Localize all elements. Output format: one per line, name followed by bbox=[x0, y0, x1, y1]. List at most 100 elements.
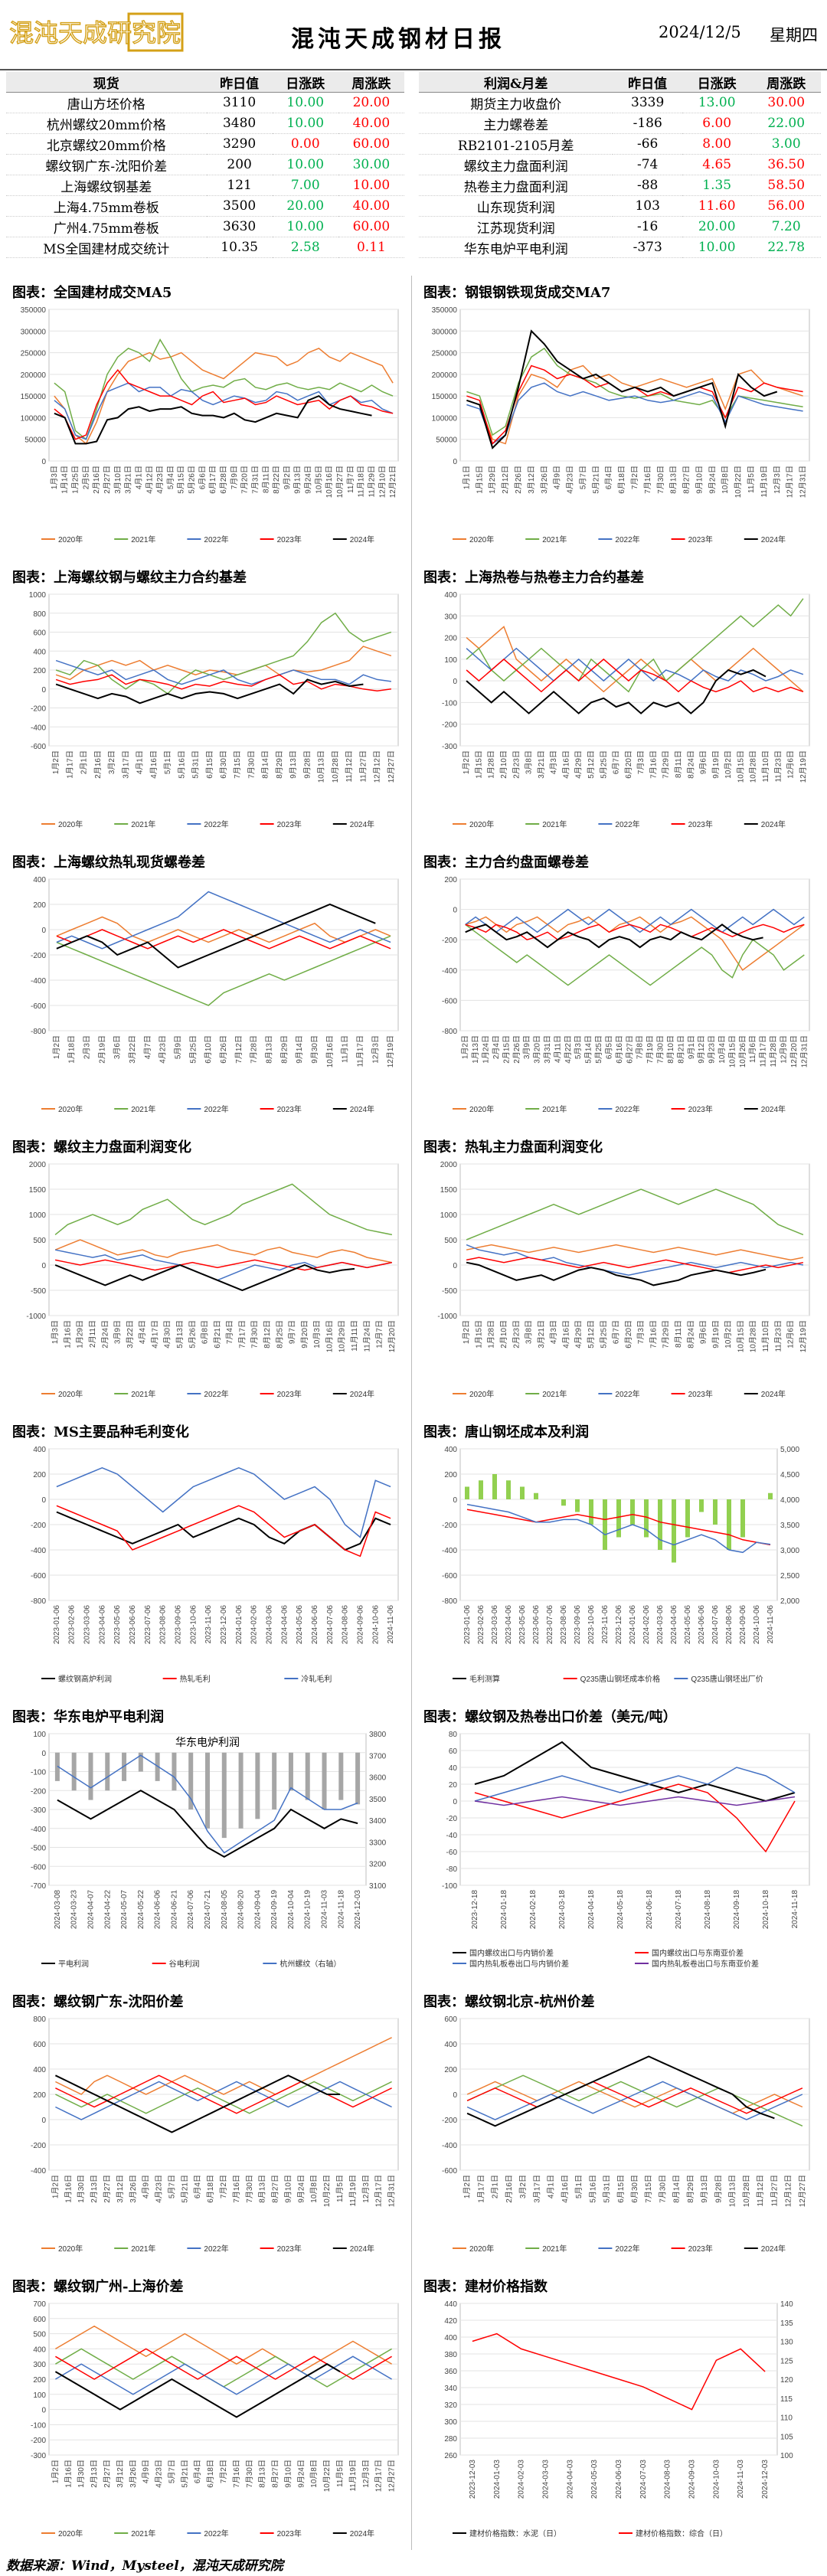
bar-mark bbox=[534, 1492, 538, 1499]
series-line bbox=[55, 612, 392, 695]
legend-label: 2020年 bbox=[58, 534, 83, 544]
x-tick-label: 3月26日 bbox=[129, 2175, 138, 2203]
x-tick-label: 7月20日 bbox=[240, 466, 250, 494]
profit-table-row: RB2101-2105月差 -66 8.00 3.00 bbox=[419, 133, 821, 155]
x-tick-label: 2024-05-22 bbox=[137, 1890, 145, 1930]
series-line bbox=[474, 1741, 796, 1803]
chart-svg: 0 50000 100000 150000 200000 250000 300000 3500… bbox=[21, 306, 399, 544]
x-tick-label: 1月15日 bbox=[474, 1320, 483, 1348]
x-tick-label: 8月29日 bbox=[275, 750, 284, 779]
x-tick-label: 2024-11-03 bbox=[321, 1890, 329, 1929]
x-tick-label: 10月16日 bbox=[325, 466, 334, 498]
y-tick-label: 700 bbox=[33, 2300, 46, 2309]
chart-title: 图表：螺纹钢及热卷出口价差（美元/吨） bbox=[423, 1709, 677, 1725]
x-tick-label: 4月7日 bbox=[143, 1035, 152, 1059]
legend-label: 2023年 bbox=[688, 1104, 713, 1114]
profit-table-row: 江苏现货利润 -16 20.00 7.20 bbox=[419, 216, 821, 237]
legend-label: 2020年 bbox=[469, 819, 494, 829]
row-name: 江苏现货利润 bbox=[419, 216, 613, 237]
x-tick-label: 4月16日 bbox=[561, 750, 570, 779]
profit-header-cell: 利润&月差 bbox=[419, 72, 613, 93]
x-tick-label: 2024-11-06 bbox=[767, 1605, 775, 1644]
plot-area bbox=[459, 1733, 810, 1886]
y-tick-label: 400 bbox=[33, 2346, 46, 2354]
y-tick-label: -200 bbox=[31, 2142, 46, 2150]
row-name: 热卷主力盘面利润 bbox=[419, 175, 613, 196]
x-tick-label: 10月27日 bbox=[335, 466, 345, 498]
x-tick-label: 1月28日 bbox=[487, 1320, 496, 1348]
x-tick-label: 4月3日 bbox=[549, 1320, 558, 1344]
series-line bbox=[466, 658, 804, 693]
x-tick-label: 3月20日 bbox=[533, 1035, 542, 1064]
x-tick-label: 2023-12-06 bbox=[615, 1605, 623, 1645]
y-tick-label: -1000 bbox=[26, 1313, 46, 1321]
y2-tick-label: 5,000 bbox=[780, 1446, 799, 1454]
y-tick-label: 400 bbox=[33, 2066, 46, 2074]
bar-mark bbox=[685, 1499, 690, 1538]
x-tick-label: 7月2日 bbox=[630, 466, 639, 489]
y-tick-label: 1000 bbox=[29, 1211, 47, 1220]
x-tick-label: 1月14日 bbox=[60, 466, 70, 494]
y-tick-label: 400 bbox=[444, 2334, 457, 2342]
row-name: MS全国建材成交统计 bbox=[6, 237, 207, 258]
x-tick-label: 11月23日 bbox=[773, 1320, 783, 1352]
row-day-change: 10.00 bbox=[272, 113, 338, 134]
x-tick-label: 5月25日 bbox=[599, 1320, 608, 1348]
plot-area bbox=[459, 309, 810, 462]
row-day-change: 11.60 bbox=[682, 195, 752, 217]
x-tick-label: 1月2日 bbox=[462, 750, 471, 774]
legend-label: 国内热轧板卷出口与内销价差 bbox=[469, 1959, 569, 1969]
x-tick-label: 12月6日 bbox=[786, 750, 796, 779]
spot-table-row: 广州4.75mm卷板 3630 10.00 60.00 bbox=[6, 216, 404, 237]
series-line bbox=[56, 903, 376, 969]
chart-title: 图表：华东电炉平电利润 bbox=[12, 1709, 164, 1725]
x-tick-label: 2024-10-06 bbox=[753, 1605, 761, 1645]
x-tick-label: 4月23日 bbox=[159, 1035, 168, 1064]
x-tick-label: 3月12日 bbox=[116, 2460, 125, 2488]
y-tick-label: 400 bbox=[33, 648, 46, 656]
x-tick-label: 3月21日 bbox=[537, 750, 546, 779]
y-tick-label: 400 bbox=[444, 1446, 457, 1454]
x-tick-label: 8月21日 bbox=[676, 1035, 685, 1064]
x-tick-label: 8月24日 bbox=[686, 1320, 695, 1348]
header: 混沌天成研究院 混沌天成钢材日报 2024/12/5 星期四 bbox=[0, 0, 827, 70]
y-tick-label: 80 bbox=[449, 1731, 458, 1739]
x-tick-label: 7月30日 bbox=[245, 2175, 254, 2203]
y-tick-label: 0 bbox=[453, 1496, 457, 1505]
row-name: 上海4.75mm卷板 bbox=[6, 195, 207, 217]
x-tick-label: 6月27日 bbox=[625, 1035, 634, 1064]
x-tick-label: 2023-12-03 bbox=[469, 2460, 477, 2499]
x-tick-label: 6月17日 bbox=[208, 466, 217, 494]
chart-panel: 图表：上海螺纹钢与螺纹主力合约基差 -600 -400 -200 0 200 400 600 8… bbox=[8, 562, 406, 838]
row-name: RB2101-2105月差 bbox=[419, 133, 613, 155]
x-tick-label: 3月22日 bbox=[126, 1320, 135, 1348]
x-tick-label: 8月11日 bbox=[674, 1320, 683, 1348]
bar-mark bbox=[616, 1499, 621, 1538]
x-tick-label: 9月6日 bbox=[699, 750, 708, 774]
bar-mark bbox=[305, 1752, 310, 1800]
x-tick-label: 2月5日 bbox=[81, 466, 90, 489]
x-tick-label: 1月29日 bbox=[488, 466, 497, 494]
series-line bbox=[465, 924, 763, 949]
x-tick-label: 10月22日 bbox=[322, 2460, 332, 2492]
row-week-change: 30.00 bbox=[338, 154, 404, 175]
x-tick-label: 3月26日 bbox=[129, 2460, 138, 2488]
legend-label: 2023年 bbox=[688, 534, 713, 544]
x-tick-label: 5月4日 bbox=[166, 466, 175, 489]
x-tick-label: 7月30日 bbox=[656, 1035, 665, 1064]
x-tick-label: 7月30日 bbox=[658, 2175, 667, 2203]
x-tick-label: 6月8日 bbox=[201, 1320, 210, 1344]
y-tick-label: -200 bbox=[442, 1522, 457, 1530]
x-tick-label: 4月16日 bbox=[149, 750, 159, 779]
legend-label: 2023年 bbox=[688, 2244, 713, 2254]
legend-label: 2022年 bbox=[204, 1104, 228, 1114]
x-tick-label: 9月6日 bbox=[699, 1320, 708, 1344]
x-tick-label: 7月2日 bbox=[219, 2460, 228, 2483]
x-tick-label: 2024-10-04 bbox=[287, 1890, 296, 1930]
row-value: 10.35 bbox=[206, 237, 273, 258]
x-tick-label: 2024-07-06 bbox=[326, 1605, 335, 1645]
x-tick-label: 5月12日 bbox=[587, 750, 596, 779]
row-value: -74 bbox=[613, 154, 682, 175]
x-tick-label: 4月12日 bbox=[145, 466, 154, 494]
x-tick-label: 2023-12-18 bbox=[471, 1890, 479, 1930]
